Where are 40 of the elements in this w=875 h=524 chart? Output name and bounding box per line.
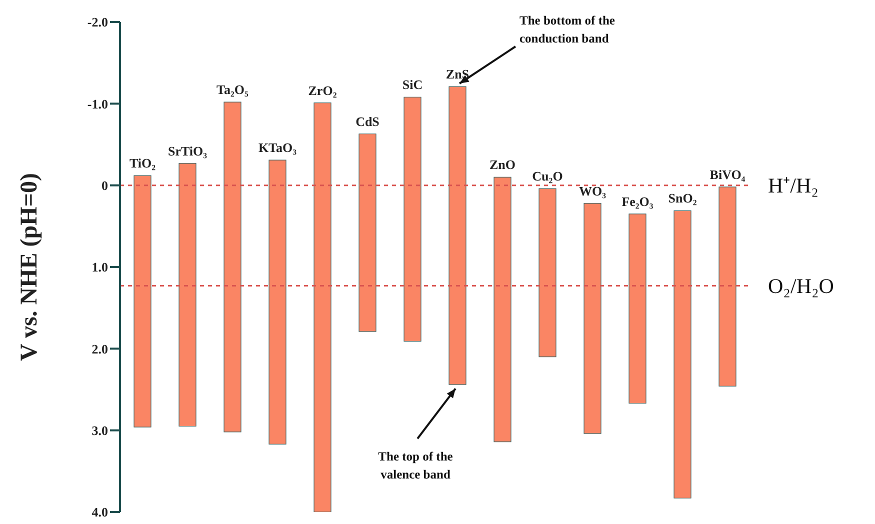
x-tick-label: ZrO₂: [308, 82, 337, 98]
x-tick-label: CdS: [356, 114, 380, 129]
bar: [628, 214, 646, 404]
x-tick-label: Ta₂O₅: [216, 82, 249, 98]
x-tick-label: Fe₂O₃: [622, 194, 654, 209]
y-tick-label: 4.0: [92, 504, 108, 520]
x-tick-label: TiO₂: [129, 156, 156, 171]
annotation: The bottom of the conduction band: [520, 14, 616, 46]
annotation: The top of the valence band: [378, 450, 454, 482]
ref-line-label: H⁺/H₂: [768, 173, 818, 198]
y-tick-label: -1.0: [87, 96, 108, 112]
x-tick-label: SiC: [402, 77, 423, 92]
bar: [674, 210, 692, 498]
ref-line-label: O₂/H₂O: [768, 274, 834, 298]
bar: [718, 186, 736, 387]
x-tick-label: Cu₂O: [532, 168, 563, 184]
x-tick-label: KTaO₃: [258, 140, 297, 156]
bar: [494, 176, 512, 442]
y-tick-label: 3.0: [92, 422, 108, 438]
y-tick-label: 2.0: [92, 341, 108, 356]
y-tick-label: 0: [102, 178, 108, 193]
y-tick-label: 1.0: [92, 260, 108, 275]
bar: [448, 86, 466, 385]
x-tick-label: BiVO₄: [710, 166, 746, 182]
y-tick-label: -2.0: [87, 14, 108, 30]
bar: [178, 162, 196, 427]
bar: [134, 175, 152, 428]
x-tick-label: ZnO: [489, 157, 516, 172]
x-tick-label: SrTiO₃: [168, 143, 208, 158]
y-axis-title: V vs. NHE (pH=0): [16, 173, 43, 361]
bar: [538, 188, 556, 358]
x-tick-label: ZnS: [446, 66, 470, 82]
bar: [358, 134, 376, 332]
x-tick-label: SnO₂: [668, 190, 697, 206]
bar: [314, 102, 332, 512]
x-tick-label: WO₃: [578, 183, 606, 198]
bar: [584, 203, 602, 434]
bar: [404, 96, 422, 342]
bar: [268, 160, 286, 445]
bar: [224, 102, 242, 432]
